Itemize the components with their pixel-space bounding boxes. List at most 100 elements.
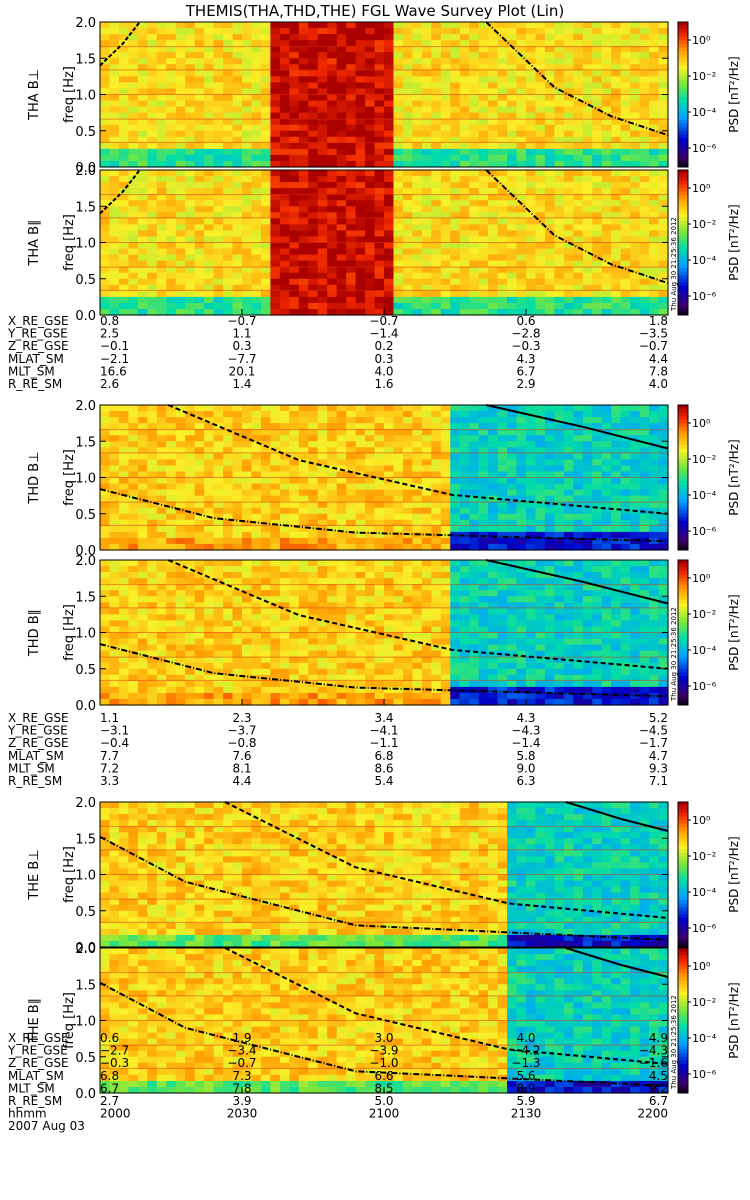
colorbar-tick-label: 10⁻² — [692, 996, 716, 1009]
ephemeris-value: −0.7 — [227, 1056, 256, 1070]
ephemeris-value: 2000 — [100, 1107, 131, 1121]
ephemeris-value: −1.6 — [639, 1056, 668, 1070]
ephemeris-value: 2.6 — [100, 377, 119, 391]
colorbar-tick-label: 10⁻⁴ — [692, 644, 717, 657]
spectrogram-panel-the-2: 0.0 0.5 1.0 1.5 2.0 freq [Hz] THE B∥ 10⁰ 10⁻² 10⁻… — [27, 942, 741, 1102]
freq-tick-label: 0.5 — [75, 1051, 96, 1066]
colorbar-tick-label: 10⁻⁴ — [692, 886, 717, 899]
ephemeris-value: −1.1 — [369, 736, 398, 750]
ephemeris-value: 4.9 — [649, 1031, 668, 1045]
colorbar-tick-label: 10⁰ — [692, 417, 711, 430]
ephemeris-value: 0.2 — [374, 339, 393, 353]
ephemeris-name: X_RE_GSE — [8, 711, 69, 725]
ephemeris-value: 8.1 — [232, 761, 251, 775]
freq-tick-label: 1.5 — [75, 200, 96, 215]
ephemeris-value: 8.9 — [516, 1081, 535, 1095]
freq-axis-label: freq [Hz] — [62, 214, 77, 271]
ephemeris-value: 8.6 — [374, 761, 393, 775]
freq-tick-label: 1.0 — [75, 89, 96, 104]
freq-tick-label: 1.0 — [75, 627, 96, 642]
colorbar — [677, 404, 689, 551]
colorbar-tick-label: 10⁻² — [692, 850, 716, 863]
freq-tick-label: 0.5 — [75, 663, 96, 678]
ephemeris-name: Y_RE_GSE — [7, 1044, 68, 1058]
ephemeris-value: 20.1 — [229, 364, 256, 378]
ephemeris-value: 16.6 — [100, 364, 127, 378]
ephemeris-value: −4.1 — [369, 724, 398, 738]
ephemeris-value: 0.6 — [100, 1031, 119, 1045]
ephemeris-name: Z_RE_GSE — [8, 736, 69, 750]
freq-tick-label: 1.0 — [75, 1015, 96, 1030]
ephemeris-value: −1.0 — [369, 1056, 398, 1070]
ephemeris-value: −1.4 — [369, 327, 398, 341]
colorbar-label: PSD [nT²/Hz] — [727, 56, 741, 132]
ephemeris-value: 7.8 — [232, 1081, 251, 1095]
ephemeris-name: hhmm — [8, 1107, 47, 1121]
spectrogram-panel-the-1: 0.0 0.5 1.0 1.5 2.0 freq [Hz] THE B⊥ 10⁰ 10⁻² 10⁻… — [27, 796, 741, 956]
ephemeris-value: 4.0 — [649, 377, 668, 391]
spectrogram-panel-tha-1: 0.0 0.5 1.0 1.5 2.0 freq [Hz] THA B⊥ 10⁰ 10⁻² 10⁻… — [27, 16, 741, 176]
colorbar-tick-label: 10⁰ — [692, 34, 711, 47]
colorbar-tick-label: 10⁻⁴ — [692, 106, 717, 119]
ephemeris-value: −4.3 — [511, 724, 540, 738]
ephemeris-value: 2.9 — [516, 377, 535, 391]
freq-tick-label: 0.0 — [75, 161, 96, 176]
freq-tick-label: 1.5 — [75, 978, 96, 993]
ephemeris-value: 3.0 — [374, 1031, 393, 1045]
ephemeris-name: R_RE_SM — [8, 377, 62, 391]
freq-tick-label: 0.0 — [75, 309, 96, 324]
ephemeris-value: 2200 — [637, 1107, 668, 1121]
ephemeris-value: 2.5 — [100, 327, 119, 341]
freq-tick-label: 0.5 — [75, 508, 96, 523]
colorbar-label: PSD [nT²/Hz] — [727, 982, 741, 1058]
freq-tick-label: 2.0 — [75, 16, 96, 31]
ephemeris-value: −3.5 — [639, 327, 668, 341]
ephemeris-value: 1.1 — [232, 327, 251, 341]
ephemeris-value: 7.3 — [232, 1069, 251, 1083]
ephemeris-value: −0.7 — [639, 339, 668, 353]
panel-label: THE B⊥ — [27, 849, 42, 900]
panel-label: THD B∥ — [27, 609, 42, 657]
freq-tick-label: 0.5 — [75, 273, 96, 288]
ephemeris-value: 7.1 — [649, 774, 668, 788]
freq-tick-label: 1.5 — [75, 590, 96, 605]
colorbar-tick-label: 10⁰ — [692, 960, 711, 973]
date-label: 2007 Aug 03 — [8, 1119, 85, 1133]
freq-tick-label: 1.5 — [75, 52, 96, 67]
ephemeris-value: −0.7 — [227, 314, 256, 328]
ephemeris-value: 3.4 — [374, 711, 393, 725]
ephemeris-value: 2.7 — [100, 1094, 119, 1108]
ephemeris-value: 1.9 — [232, 1031, 251, 1045]
ephemeris-value: 5.9 — [516, 1094, 535, 1108]
plot-title: THEMIS(THA,THD,THE) FGL Wave Survey Plot… — [185, 2, 565, 20]
ephemeris-value: −0.3 — [100, 1056, 129, 1070]
ephemeris-name: MLT_SM — [8, 761, 55, 775]
ephemeris-name: X_RE_GSE — [8, 314, 69, 328]
freq-axis-label: freq [Hz] — [62, 992, 77, 1049]
ephemeris-value: 9.2 — [649, 1081, 668, 1095]
ephemeris-name: MLT_SM — [8, 1081, 55, 1095]
ephemeris-value: −3.1 — [100, 724, 129, 738]
freq-tick-label: 2.0 — [75, 796, 96, 811]
colorbar-tick-label: 10⁻⁴ — [692, 254, 717, 267]
panel-label: THE B∥ — [27, 998, 42, 1044]
timestamp-label: Thu Aug 30 21:25:36 2012 — [670, 217, 678, 312]
ephemeris-value: −0.1 — [100, 339, 129, 353]
ephemeris-value: 6.3 — [516, 774, 535, 788]
ephemeris-value: −2.1 — [100, 352, 129, 366]
freq-tick-label: 1.5 — [75, 435, 96, 450]
spectrogram-panel-thd-1: 0.0 0.5 1.0 1.5 2.0 freq [Hz] THD B⊥ 10⁰ 10⁻² 10⁻… — [27, 399, 741, 559]
freq-axis-label: freq [Hz] — [62, 66, 77, 123]
ephemeris-value: −3.9 — [369, 1044, 398, 1058]
ephemeris-name: MLAT_SM — [8, 352, 64, 366]
colorbar — [677, 801, 689, 948]
ephemeris-name: MLAT_SM — [8, 1069, 64, 1083]
ephemeris-value: 9.3 — [649, 761, 668, 775]
ephemeris-value: 4.0 — [516, 1031, 535, 1045]
ephemeris-value: 6.8 — [374, 749, 393, 763]
ephemeris-value: 2030 — [227, 1107, 258, 1121]
ephemeris-value: 6.7 — [100, 1081, 119, 1095]
ephemeris-name: R_RE_SM — [8, 1094, 62, 1108]
ephemeris-value: 0.3 — [374, 352, 393, 366]
ephemeris-name: Y_RE_GSE — [7, 724, 68, 738]
